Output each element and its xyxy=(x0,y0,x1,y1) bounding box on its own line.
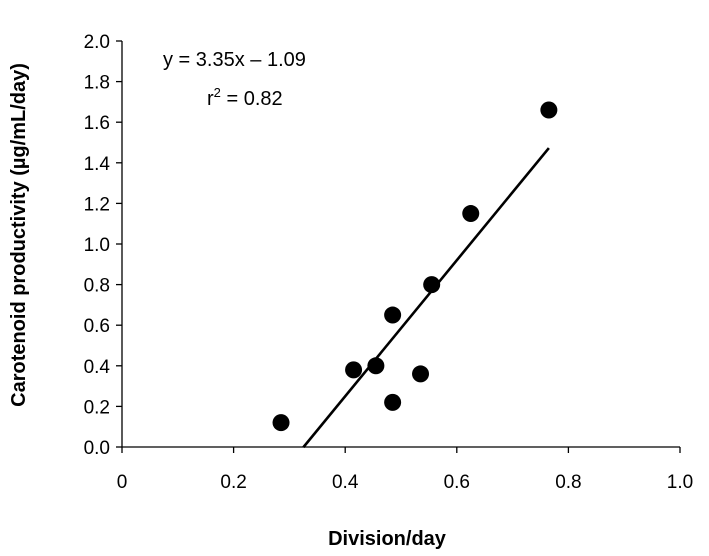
data-point xyxy=(462,205,480,223)
x-axis-title: Division/day xyxy=(328,528,447,550)
r-squared-exponent: 2 xyxy=(214,85,221,100)
x-tick-label: 0 xyxy=(117,472,128,493)
plot-area: 0.0 0.2 0.4 0.6 0.8 1.0 1.2 1.4 1.6 1.8 2.0 0 0.2 0.4… xyxy=(84,32,694,493)
data-point xyxy=(384,306,402,324)
y-tick-label: 2.0 xyxy=(84,32,110,53)
y-tick-label: 1.2 xyxy=(84,194,110,215)
y-tick-label: 0.2 xyxy=(84,397,110,418)
y-tick-label: 0.8 xyxy=(84,276,110,297)
data-point xyxy=(272,414,290,432)
r-squared-symbol: r xyxy=(207,88,214,110)
y-tick-label: 0.0 xyxy=(84,438,110,459)
x-tick-label: 0.4 xyxy=(332,472,359,493)
y-tick-label: 1.4 xyxy=(84,154,111,175)
data-point xyxy=(367,357,385,375)
r-squared-value: = 0.82 xyxy=(221,88,283,110)
r-squared-annotation: r2 = 0.82 xyxy=(207,85,283,110)
y-tick-label: 1.8 xyxy=(84,73,110,94)
data-point xyxy=(345,361,363,379)
y-tick-label: 1.0 xyxy=(84,235,110,256)
x-tick-label: 0.8 xyxy=(555,472,581,493)
trendline-equation: y = 3.35x – 1.09 xyxy=(163,49,306,71)
x-tick-label: 0.2 xyxy=(220,472,246,493)
y-axis-title: Carotenoid productivity (µg/mL/day) xyxy=(8,63,30,407)
y-tick-label: 0.6 xyxy=(84,316,110,337)
data-point xyxy=(540,101,558,119)
data-point xyxy=(384,393,402,411)
y-tick-label: 0.4 xyxy=(84,357,111,378)
x-tick-label: 1.0 xyxy=(667,472,693,493)
data-point xyxy=(423,276,441,294)
y-tick-label: 1.6 xyxy=(84,113,110,134)
trendline xyxy=(302,147,550,449)
x-tick-label: 0.6 xyxy=(444,472,470,493)
data-point xyxy=(412,365,430,383)
